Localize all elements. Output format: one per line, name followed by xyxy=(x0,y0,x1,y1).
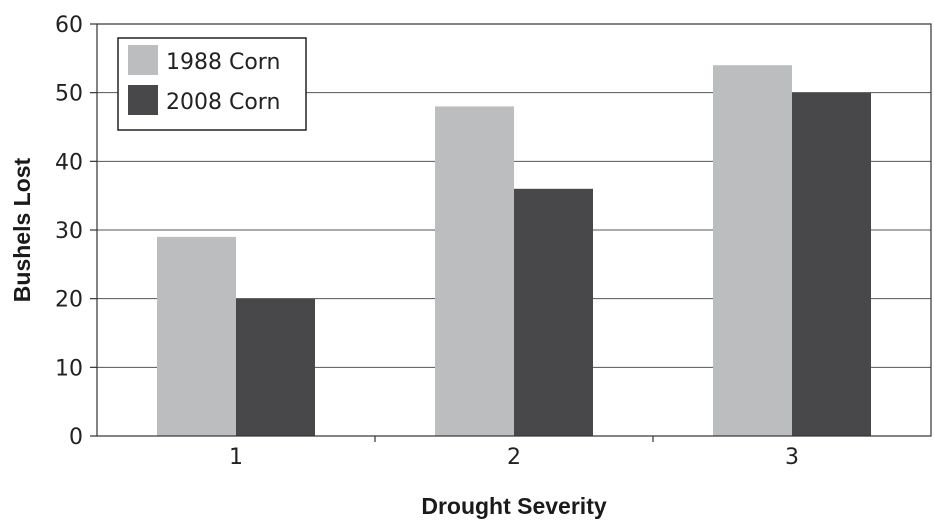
y-tick-label: 60 xyxy=(55,13,83,38)
x-tick-label: 2 xyxy=(507,445,521,470)
y-axis-title: Bushels Lost xyxy=(9,157,35,302)
y-tick-label: 10 xyxy=(55,356,83,381)
bar-1988-corn-1 xyxy=(157,236,236,436)
y-tick-label: 30 xyxy=(55,219,83,244)
y-tick-label: 20 xyxy=(55,288,83,313)
bar-1988-corn-2 xyxy=(435,106,514,437)
y-tick-label: 0 xyxy=(69,425,83,450)
legend-label-2008-corn: 2008 Corn xyxy=(166,90,280,115)
x-axis-ticks: 1 2 3 xyxy=(229,436,799,470)
bar-2008-corn-2 xyxy=(514,188,593,436)
legend-label-1988-corn: 1988 Corn xyxy=(166,50,280,75)
bar-2008-corn-3 xyxy=(792,92,871,437)
y-tick-label: 50 xyxy=(55,82,83,107)
x-axis-title: Drought Severity xyxy=(421,493,607,519)
legend: 1988 Corn 2008 Corn xyxy=(117,37,307,131)
y-axis-ticks: 0 10 20 30 40 50 60 xyxy=(55,13,97,450)
bar-1988-corn-3 xyxy=(713,65,792,436)
legend-swatch-1988-corn xyxy=(128,45,158,75)
bar-2008-corn-1 xyxy=(236,298,315,436)
bars xyxy=(157,65,871,437)
y-tick-label: 40 xyxy=(55,150,83,175)
x-tick-label: 3 xyxy=(785,445,799,470)
x-tick-label: 1 xyxy=(229,445,243,470)
legend-swatch-2008-corn xyxy=(128,85,158,115)
